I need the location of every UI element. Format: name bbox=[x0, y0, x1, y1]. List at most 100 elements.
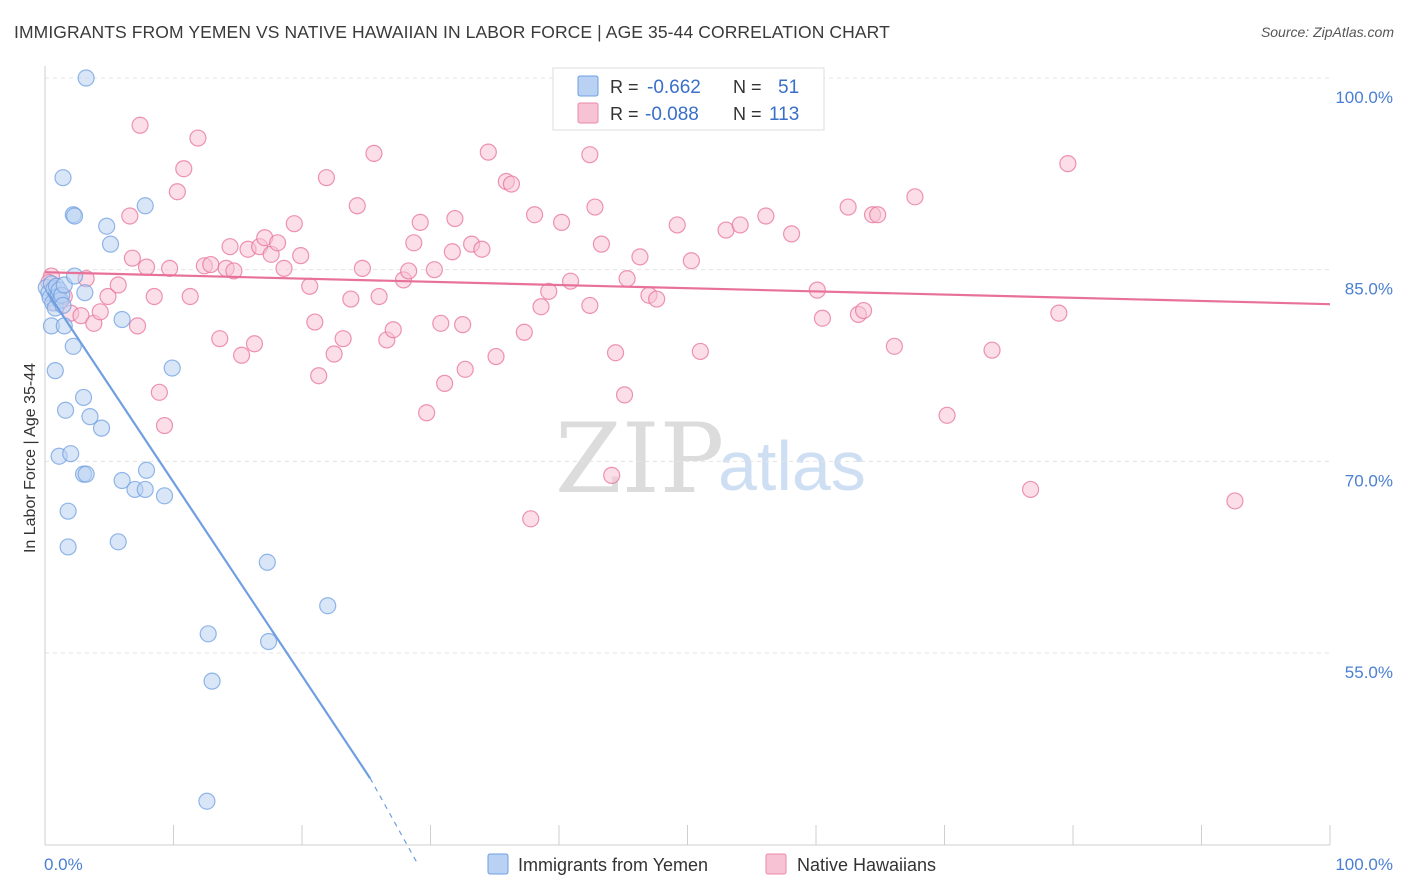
y-tick-label: 100.0% bbox=[1335, 88, 1393, 107]
legend-r-label-hawaiians: R = bbox=[610, 104, 639, 124]
data-point bbox=[202, 255, 220, 274]
data-point bbox=[137, 461, 156, 479]
data-point bbox=[123, 249, 141, 267]
data-point bbox=[77, 465, 95, 483]
legend-n-value-hawaiians: 113 bbox=[769, 104, 799, 125]
data-point bbox=[854, 301, 873, 320]
x-tick-label-max: 100.0% bbox=[1335, 855, 1393, 874]
data-point bbox=[525, 206, 544, 224]
data-point bbox=[136, 480, 154, 499]
data-point bbox=[522, 510, 540, 528]
data-point bbox=[259, 632, 278, 651]
data-point bbox=[121, 207, 139, 225]
data-point bbox=[885, 337, 903, 355]
legend-n-label-yemen: N = bbox=[733, 77, 762, 97]
data-point bbox=[203, 672, 221, 690]
data-point bbox=[136, 197, 154, 215]
watermark: ZIP atlas bbox=[555, 403, 866, 515]
x-tick-label-min: 0.0% bbox=[44, 855, 83, 874]
data-point bbox=[869, 206, 887, 224]
data-point bbox=[487, 347, 505, 366]
data-point bbox=[62, 445, 80, 463]
data-point bbox=[54, 169, 72, 187]
data-point bbox=[150, 383, 168, 401]
y-tick-label: 70.0% bbox=[1345, 471, 1393, 490]
data-point bbox=[258, 553, 276, 571]
data-point bbox=[682, 252, 700, 270]
data-point bbox=[370, 287, 388, 306]
data-point bbox=[59, 538, 77, 556]
data-point bbox=[275, 259, 293, 277]
data-point bbox=[515, 323, 533, 341]
data-point bbox=[221, 238, 239, 256]
data-point bbox=[56, 401, 75, 419]
data-point bbox=[454, 316, 472, 334]
data-point bbox=[59, 502, 77, 520]
data-point bbox=[782, 225, 801, 243]
legend-swatch-hawaiians bbox=[577, 102, 599, 124]
data-point bbox=[245, 335, 264, 353]
data-point bbox=[540, 282, 558, 300]
data-point bbox=[691, 342, 709, 361]
bottom-legend-swatch-hawaiians bbox=[765, 853, 787, 875]
data-point bbox=[91, 303, 109, 321]
data-point bbox=[552, 213, 571, 231]
data-point bbox=[46, 362, 64, 380]
chart-title: IMMIGRANTS FROM YEMEN VS NATIVE HAWAIIAN… bbox=[14, 22, 890, 42]
data-point bbox=[76, 284, 94, 302]
data-point bbox=[938, 406, 956, 424]
data-point bbox=[906, 188, 924, 206]
bottom-legend-swatch-yemen bbox=[487, 853, 509, 875]
data-point bbox=[456, 360, 474, 378]
data-point bbox=[113, 471, 131, 490]
data-point bbox=[310, 367, 328, 385]
data-point bbox=[109, 533, 127, 551]
data-point bbox=[436, 374, 454, 392]
data-point bbox=[405, 234, 423, 252]
data-point bbox=[446, 209, 464, 228]
data-point bbox=[113, 310, 131, 329]
data-point bbox=[443, 243, 461, 261]
trend-line-extension bbox=[369, 777, 419, 865]
data-point bbox=[189, 129, 207, 147]
data-point bbox=[631, 248, 649, 266]
legend-bottom: Immigrants from Yemen Native Hawaiians bbox=[487, 853, 936, 875]
y-tick-label: 85.0% bbox=[1345, 280, 1393, 299]
data-point bbox=[581, 296, 599, 315]
data-point bbox=[365, 144, 383, 162]
data-point bbox=[731, 216, 749, 234]
data-point bbox=[473, 240, 491, 258]
data-point bbox=[285, 215, 303, 233]
data-point bbox=[163, 359, 181, 377]
data-point bbox=[128, 317, 147, 335]
data-point bbox=[65, 267, 84, 285]
data-point bbox=[813, 309, 832, 327]
watermark-atlas: atlas bbox=[718, 427, 866, 505]
data-point bbox=[155, 487, 174, 505]
data-point bbox=[1050, 304, 1068, 322]
data-point bbox=[808, 281, 826, 299]
data-point bbox=[342, 290, 360, 308]
bottom-legend-label-hawaiians: Native Hawaiians bbox=[797, 855, 936, 875]
data-point bbox=[592, 235, 611, 253]
data-point bbox=[432, 314, 450, 332]
data-point bbox=[353, 259, 371, 277]
data-point bbox=[74, 388, 93, 407]
data-point bbox=[317, 169, 336, 187]
data-point bbox=[64, 337, 82, 355]
data-point bbox=[603, 466, 621, 484]
data-point bbox=[92, 419, 111, 437]
data-point bbox=[233, 346, 251, 364]
data-point bbox=[618, 270, 636, 288]
data-point bbox=[839, 198, 857, 216]
data-point bbox=[81, 408, 99, 426]
data-point bbox=[137, 258, 156, 276]
data-point bbox=[77, 69, 95, 87]
data-point bbox=[101, 235, 120, 253]
legend-n-label-hawaiians: N = bbox=[733, 104, 762, 124]
gridlines bbox=[45, 77, 1330, 654]
data-point bbox=[181, 287, 199, 306]
data-point bbox=[211, 330, 229, 348]
y-tick-label: 55.0% bbox=[1345, 663, 1393, 682]
